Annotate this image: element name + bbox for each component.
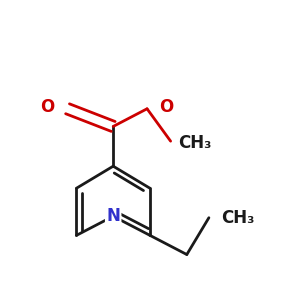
Text: O: O [159, 98, 173, 116]
Text: CH₃: CH₃ [178, 134, 211, 152]
Text: N: N [106, 207, 120, 225]
Text: O: O [40, 98, 54, 116]
Text: CH₃: CH₃ [221, 209, 254, 227]
